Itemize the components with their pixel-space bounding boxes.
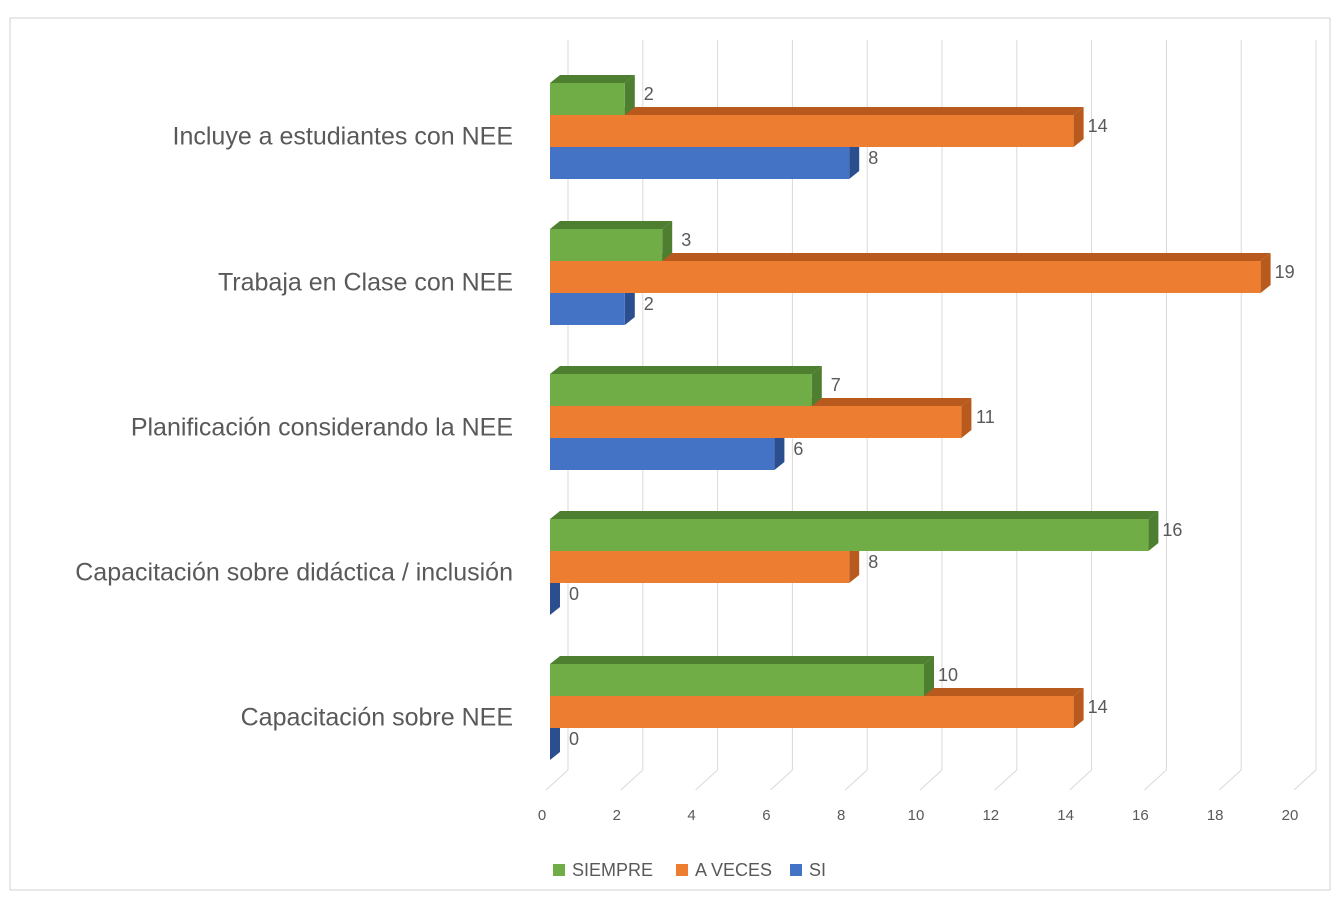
grid-floor-line xyxy=(1144,769,1167,791)
bar-top-face xyxy=(550,656,934,664)
grid-floor-line xyxy=(919,769,943,791)
grid-floor-line xyxy=(545,769,569,791)
bar-side-face xyxy=(550,575,560,615)
bar-side-face xyxy=(849,139,860,179)
x-tick-label: 14 xyxy=(1057,807,1074,824)
grid-floor-line xyxy=(994,769,1018,791)
grid-floor-line xyxy=(695,769,718,791)
bar-top-face xyxy=(550,253,1271,261)
legend-swatch xyxy=(553,864,565,876)
bar-side-face xyxy=(924,656,934,696)
value-label: 8 xyxy=(868,148,878,168)
bar xyxy=(550,438,775,470)
bar xyxy=(550,147,850,179)
value-label: 16 xyxy=(1162,520,1182,540)
x-tick-label: 16 xyxy=(1132,807,1149,824)
x-tick-label: 8 xyxy=(837,807,845,824)
value-label: 8 xyxy=(868,552,878,572)
bar-side-face xyxy=(811,366,822,406)
bar-side-face xyxy=(624,75,635,115)
chart-border xyxy=(9,17,1331,891)
x-tick-label: 0 xyxy=(538,807,546,824)
bar-side-face xyxy=(961,398,972,438)
bar-3d xyxy=(550,221,673,261)
value-label: 6 xyxy=(793,439,803,459)
bar-side-face xyxy=(624,285,635,325)
category-label: Incluye a estudiantes con NEE xyxy=(173,123,513,151)
value-label: 0 xyxy=(569,729,579,749)
value-label: 7 xyxy=(831,375,841,395)
value-label: 2 xyxy=(644,84,654,104)
bar-side-face xyxy=(774,430,785,470)
legend-swatch xyxy=(790,864,802,876)
bar-3d xyxy=(550,75,635,115)
bar-side-face xyxy=(1073,688,1084,728)
bar-top-face xyxy=(550,511,1159,519)
value-label: 14 xyxy=(1088,697,1108,717)
bar xyxy=(550,261,1261,293)
x-tick-label: 6 xyxy=(762,807,770,824)
value-label: 19 xyxy=(1275,262,1295,282)
bar-top-face xyxy=(550,221,673,229)
grid-floor-line xyxy=(620,769,644,791)
value-label: 3 xyxy=(681,230,691,250)
category-label: Trabaja en Clase con NEE xyxy=(218,269,513,297)
bar xyxy=(550,115,1074,147)
x-tick-label: 10 xyxy=(908,807,925,824)
bar-side-face xyxy=(1073,107,1084,147)
value-label: 0 xyxy=(569,584,579,604)
bar-top-face xyxy=(550,107,1084,115)
category-label: Planificación considerando la NEE xyxy=(131,414,513,442)
grid-floor-line xyxy=(844,769,868,791)
bar-top-face xyxy=(550,75,635,83)
grid-floor-line xyxy=(1069,769,1092,791)
bar-side-face xyxy=(1260,253,1271,293)
legend-label: SIEMPRE xyxy=(572,860,653,880)
legend-label: A VECES xyxy=(695,860,772,880)
bar-side-face xyxy=(1148,511,1159,551)
legend-swatch xyxy=(676,864,688,876)
bar-top-face xyxy=(550,366,822,374)
bar xyxy=(550,374,812,406)
bar-side-face xyxy=(550,720,560,760)
x-tick-label: 20 xyxy=(1282,807,1299,824)
bar-3d xyxy=(550,511,1159,551)
x-tick-label: 18 xyxy=(1207,807,1224,824)
x-tick-label: 4 xyxy=(687,807,695,824)
bar-3d xyxy=(550,656,934,696)
bar-side-face xyxy=(849,543,860,583)
bar-3d xyxy=(550,107,1084,147)
bar xyxy=(550,551,850,583)
x-tick-label: 2 xyxy=(613,807,621,824)
bar-3d xyxy=(550,366,822,406)
bar xyxy=(550,696,1074,728)
bar xyxy=(550,229,663,261)
legend-label: SI xyxy=(809,860,826,880)
bar xyxy=(550,406,962,438)
bar xyxy=(550,293,625,325)
value-label: 11 xyxy=(976,407,995,427)
bar xyxy=(550,664,924,696)
category-label: Capacitación sobre NEE xyxy=(241,704,513,732)
bar-3d xyxy=(550,575,560,615)
bar-side-face xyxy=(662,221,673,261)
value-label: 10 xyxy=(938,665,958,685)
bar-3d xyxy=(550,720,560,760)
value-label: 14 xyxy=(1088,116,1108,136)
value-label: 2 xyxy=(644,294,654,314)
grid-floor-line xyxy=(1218,769,1242,791)
bar-3d xyxy=(550,253,1271,293)
grid-floor-line xyxy=(1293,769,1317,791)
bar xyxy=(550,519,1149,551)
x-tick-label: 12 xyxy=(982,807,999,824)
grid-floor-line xyxy=(770,769,793,791)
bar xyxy=(550,83,625,115)
category-label: Capacitación sobre didáctica / inclusión xyxy=(75,559,513,587)
